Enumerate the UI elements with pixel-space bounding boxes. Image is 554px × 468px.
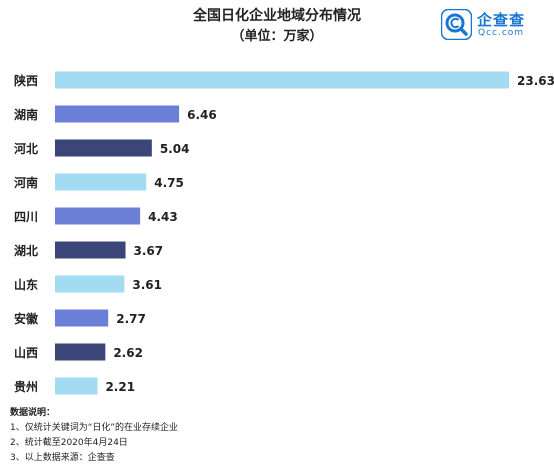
bar — [55, 139, 152, 157]
category-label: 山西 — [14, 345, 38, 360]
category-label: 贵州 — [14, 379, 38, 394]
bar — [55, 71, 509, 89]
logo-name: 企查查 — [477, 11, 526, 29]
value-label: 2.62 — [113, 346, 143, 360]
value-label: 6.46 — [187, 108, 217, 122]
value-label: 2.77 — [116, 312, 146, 326]
category-label: 河北 — [13, 141, 38, 156]
magnifier-c-icon — [441, 9, 472, 40]
category-label: 山东 — [14, 277, 38, 292]
logo-domain: Qcc.com — [478, 28, 525, 38]
value-label: 3.67 — [134, 244, 164, 258]
value-label: 2.21 — [105, 380, 135, 394]
chart-subtitle: （单位：万家） — [231, 29, 323, 44]
value-label: 5.04 — [160, 142, 190, 156]
bar — [55, 309, 109, 327]
bar — [55, 343, 106, 361]
category-label: 河南 — [13, 175, 38, 190]
chart-title: 全国日化企业地域分布情况 — [193, 8, 361, 24]
bar-chart: 陕西 23.63 湖南 6.46 河北 5.04 河南 4.75 四川 4.43 湖北 3.67 山东 3… — [13, 71, 554, 395]
category-label: 湖北 — [14, 243, 38, 258]
bar — [55, 207, 141, 225]
bar — [55, 377, 98, 395]
note-item-3: 3、以上数据来源：企查查 — [10, 453, 115, 463]
bar — [55, 173, 147, 191]
data-notes: 数据说明： 1、仅统计关键词为“日化”的在业存续企业 2、统计截至2020年4月… — [10, 406, 550, 466]
note-item-2: 2、统计截至2020年4月24日 — [10, 438, 128, 448]
value-label: 4.75 — [154, 176, 184, 190]
category-label: 湖南 — [14, 107, 38, 122]
value-label: 4.43 — [148, 210, 178, 224]
notes-title: 数据说明： — [10, 408, 56, 418]
category-label: 陕西 — [14, 73, 38, 88]
category-label: 四川 — [14, 210, 38, 224]
bar — [55, 105, 180, 123]
bar — [55, 275, 125, 293]
category-label: 安徽 — [14, 311, 39, 326]
value-label: 3.61 — [132, 278, 162, 292]
note-item-1: 1、仅统计关键词为“日化”的在业存续企业 — [10, 423, 179, 433]
bar — [55, 241, 126, 259]
value-label: 23.63 — [517, 74, 554, 88]
qcc-logo: 企查查 Qcc.com — [441, 8, 551, 42]
